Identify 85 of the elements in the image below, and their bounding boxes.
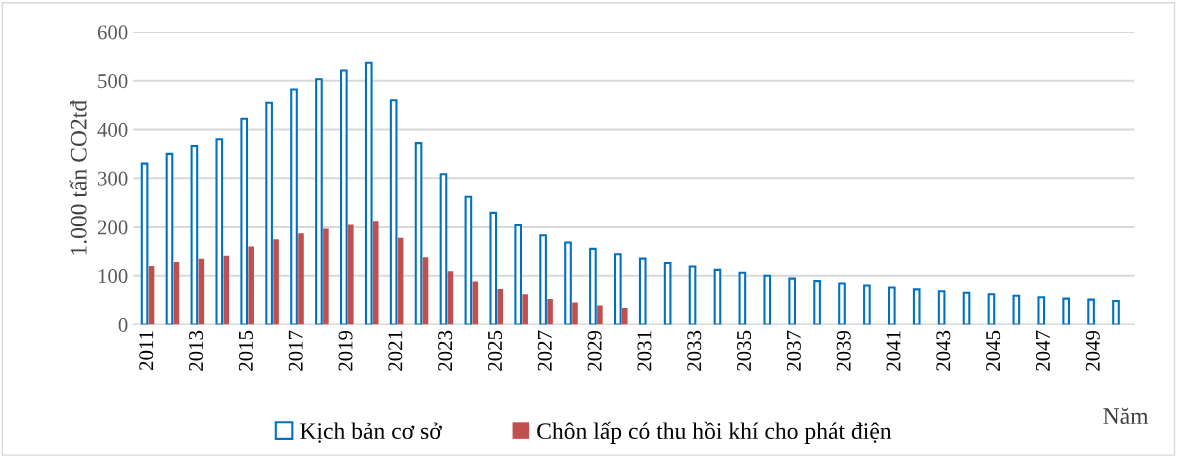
bar [389,99,398,325]
x-tick-label: 2025 [487,330,502,371]
bar [1087,298,1095,325]
bar [572,302,578,325]
bar [547,299,553,325]
bar [348,224,354,325]
bar [539,234,547,325]
bar [223,255,230,325]
bar [215,138,224,325]
bar [937,290,946,325]
x-tick-label: 2035 [737,330,752,371]
y-axis-title: 1.000 tấn CO2tđ [69,99,87,255]
bar [912,288,921,325]
x-tick-label: 2017 [288,330,303,371]
x-axis-title: Năm [1103,407,1149,425]
x-tick-label: 2047 [1035,330,1050,371]
bar [638,257,647,325]
y-tick-label: 600 [97,25,128,40]
bar [372,221,379,325]
bar [497,288,504,325]
bar [323,228,329,325]
y-tick-label: 500 [98,74,128,89]
x-tick-label: 2045 [986,330,1001,371]
bar [464,195,473,325]
x-tick-label: 2031 [637,331,652,371]
x-tick-label: 2041 [886,331,901,371]
x-tick-label: 2015 [238,330,253,371]
y-tick-label: 0 [118,317,128,332]
bar [1012,294,1021,325]
bar [140,162,149,325]
bar [240,117,249,325]
bar [315,78,323,325]
bar [1062,297,1070,325]
legend-label: Kịch bản cơ sở [300,422,442,443]
bar [489,211,498,325]
bar [863,284,871,325]
y-tick-label: 100 [98,269,128,284]
bar [514,223,523,325]
x-tick-label: 2011 [139,331,154,370]
bar [273,239,279,325]
bar [622,307,628,325]
x-tick-label: 2029 [587,330,602,371]
bar [165,152,174,325]
x-tick-label: 2021 [388,331,403,371]
bar [522,294,528,325]
x-tick-label: 2033 [687,330,702,371]
bar [439,173,448,325]
bar [364,61,373,325]
x-tick-label: 2027 [537,330,552,371]
bar [738,271,747,325]
bar [564,241,572,325]
x-tick-label: 2019 [338,330,353,371]
bar [340,69,348,325]
bar [962,291,971,325]
bar [763,274,772,325]
bar [190,145,199,325]
bar [887,286,896,325]
bar [447,271,454,325]
bar [688,265,697,325]
x-tick-label: 2039 [836,330,851,371]
y-tick-label: 300 [98,171,128,186]
x-tick-label: 2013 [189,330,204,371]
y-tick-label: 200 [97,220,128,235]
bar [987,293,996,325]
x-tick-label: 2043 [936,330,951,371]
bar [663,262,672,325]
bar [589,247,597,325]
x-tick-label: 2049 [1085,330,1100,371]
bar [1112,300,1120,325]
bar [290,88,298,325]
bar [613,253,622,325]
bar [597,305,603,325]
legend-label: Chôn lấp có thu hồi khí cho phát điện [537,421,892,444]
bar [248,246,254,325]
bar [414,142,423,325]
bar [838,282,846,325]
bar [813,280,821,325]
x-tick-label: 2023 [438,330,453,371]
bar [713,268,722,325]
x-tick-label: 2037 [786,330,801,371]
bar [298,233,304,325]
bar [1037,296,1046,325]
bar [788,277,797,325]
bar [265,101,273,325]
y-tick-label: 400 [97,122,128,137]
